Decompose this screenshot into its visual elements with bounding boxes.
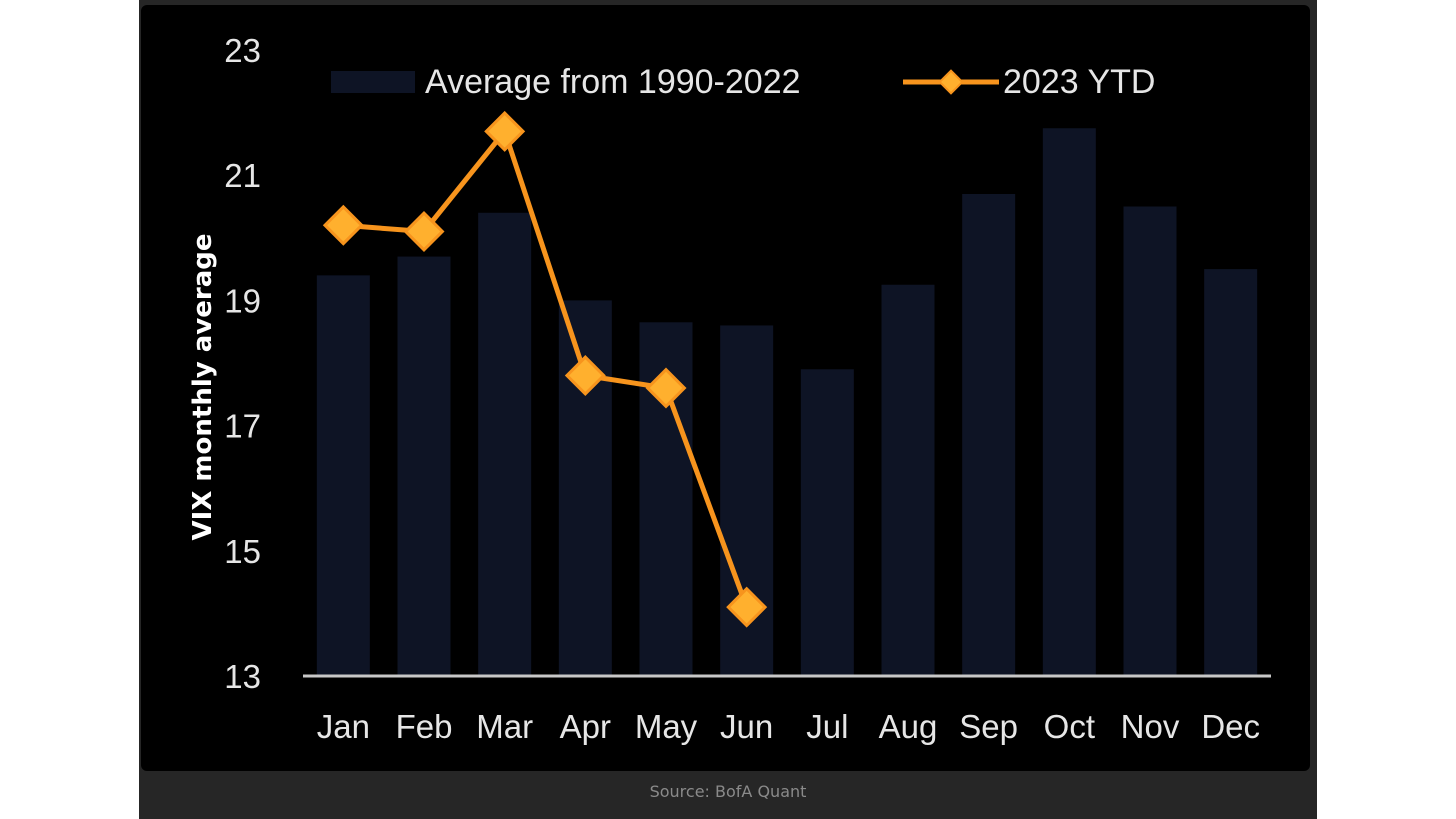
x-tick-label: Nov bbox=[1121, 708, 1180, 745]
line-marker-jan bbox=[322, 204, 364, 246]
vix-chart: 13 15 17 19 21 23 Jan Feb Mar Apr May Jun Jul Aug Sep… bbox=[188, 32, 1271, 745]
y-tick-label: 17 bbox=[224, 408, 261, 445]
legend: Average from 1990-2022 2023 YTD bbox=[331, 63, 1155, 101]
bar-mar bbox=[478, 212, 532, 676]
line-marker-jun bbox=[726, 586, 768, 628]
bar-jul bbox=[800, 369, 854, 676]
bar-nov bbox=[1123, 206, 1177, 676]
legend-line-label: 2023 YTD bbox=[1003, 63, 1155, 101]
bar-dec bbox=[1204, 269, 1258, 676]
legend-line-marker bbox=[938, 69, 964, 95]
legend-bar-label: Average from 1990-2022 bbox=[425, 63, 801, 101]
bar-sep bbox=[962, 193, 1016, 677]
line-marker-may bbox=[645, 367, 687, 409]
x-tick-label: Jun bbox=[720, 708, 773, 745]
x-tick-label: Dec bbox=[1201, 708, 1260, 745]
bar-jan bbox=[316, 275, 370, 676]
x-tick-label: Jan bbox=[317, 708, 370, 745]
y-tick-labels: 13 15 17 19 21 23 bbox=[224, 32, 261, 695]
y-tick-label: 13 bbox=[224, 658, 261, 695]
x-tick-label: Sep bbox=[959, 708, 1018, 745]
bars-layer bbox=[316, 128, 1258, 677]
y-tick-label: 21 bbox=[224, 157, 261, 194]
source-caption: Source: BofA Quant bbox=[649, 782, 807, 801]
line-marker-feb bbox=[403, 211, 445, 253]
x-tick-label: Aug bbox=[879, 708, 938, 745]
y-tick-label: 19 bbox=[224, 282, 261, 319]
x-tick-label: Mar bbox=[476, 708, 533, 745]
x-tick-label: Apr bbox=[560, 708, 611, 745]
legend-bar-swatch bbox=[331, 71, 415, 93]
x-tick-label: Feb bbox=[396, 708, 453, 745]
y-tick-label: 15 bbox=[224, 533, 261, 570]
figure-frame: 13 15 17 19 21 23 Jan Feb Mar Apr May Jun Jul Aug Sep… bbox=[139, 0, 1317, 819]
y-axis-title: VIX monthly average bbox=[188, 234, 218, 541]
x-tick-labels: Jan Feb Mar Apr May Jun Jul Aug Sep Oct Nov Dec bbox=[317, 708, 1260, 745]
line-layer bbox=[322, 110, 768, 628]
line-marker-mar bbox=[484, 110, 526, 152]
bar-feb bbox=[397, 256, 451, 676]
bar-oct bbox=[1042, 128, 1096, 676]
bar-aug bbox=[881, 284, 935, 676]
chart-panel: 13 15 17 19 21 23 Jan Feb Mar Apr May Jun Jul Aug Sep… bbox=[141, 5, 1310, 771]
x-tick-label: May bbox=[635, 708, 698, 745]
x-tick-label: Jul bbox=[806, 708, 848, 745]
x-tick-label: Oct bbox=[1044, 708, 1095, 745]
line-marker-apr bbox=[564, 355, 606, 397]
y-tick-label: 23 bbox=[224, 32, 261, 69]
